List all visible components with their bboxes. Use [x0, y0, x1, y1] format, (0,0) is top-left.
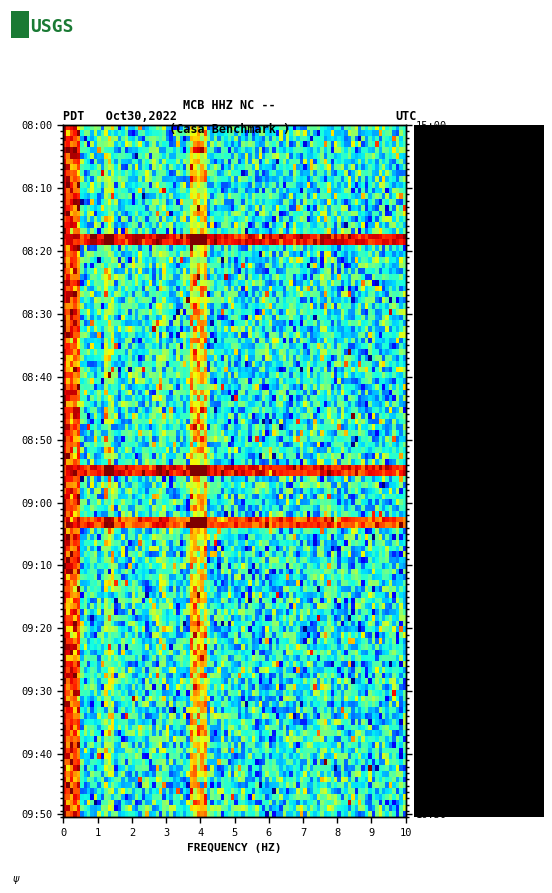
- X-axis label: FREQUENCY (HZ): FREQUENCY (HZ): [187, 843, 282, 853]
- Text: MCB HHZ NC --: MCB HHZ NC --: [183, 98, 275, 112]
- Text: USGS: USGS: [30, 18, 74, 36]
- Text: UTC: UTC: [395, 111, 416, 123]
- Text: PDT   Oct30,2022: PDT Oct30,2022: [63, 111, 178, 123]
- Text: $\psi$: $\psi$: [12, 874, 21, 886]
- Text: (Casa Benchmark ): (Casa Benchmark ): [168, 123, 290, 137]
